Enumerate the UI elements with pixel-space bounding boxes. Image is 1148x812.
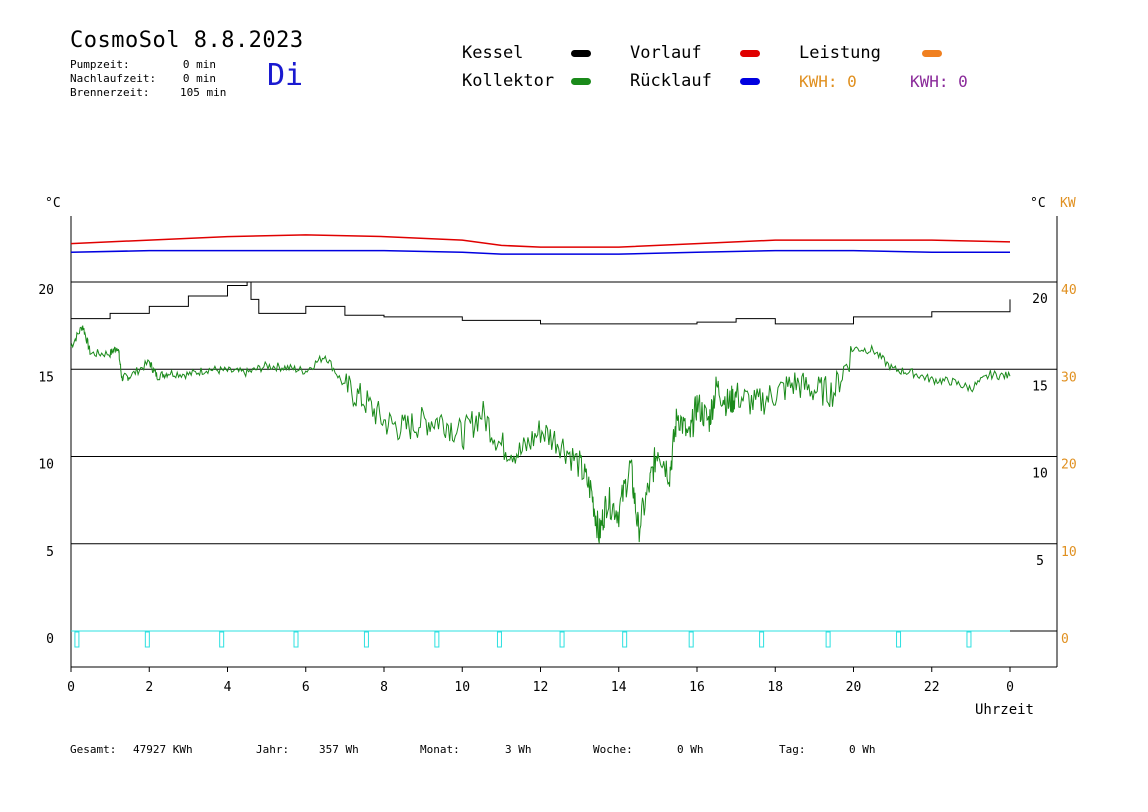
burner-pulse [434,631,440,648]
chart-labels: 0 2 4 6 8 10 12 14 16 18 20 22 0 0 5 10 15 20 5 10 15 20 0 10 20… [38,196,1076,718]
footer-jahr-label: Jahr: [256,743,290,756]
y-right-tick-label: 5 [1036,554,1044,569]
kwh-leistung: KWH: 0 [799,72,857,91]
kw-tick-label: 40 [1061,283,1077,298]
burner-pulse [144,631,150,648]
legend-label-ruecklauf: Rücklauf [630,71,712,91]
x-tick-label: 20 [846,680,862,695]
x-tick-label: 18 [767,680,783,695]
burner-pulse [496,631,502,648]
y-right-tick-label: 15 [1032,379,1048,394]
stat-row-pumpzeit: Pumpzeit: 0 min [70,58,216,71]
x-tick-label: 4 [224,680,232,695]
legend-swatch-kollektor [571,78,591,85]
stat-value: 0 min [182,58,216,71]
burner-pulse [825,631,831,648]
page-title: CosmoSol 8.8.2023 [70,28,304,53]
kw-tick-label: 20 [1061,458,1077,473]
burner-pulse [293,631,299,648]
y-right-tick-label: 20 [1032,292,1048,307]
legend-label-vorlauf: Vorlauf [630,43,702,63]
x-tick-label: 6 [302,680,310,695]
stat-label: Nachlaufzeit: [70,72,157,85]
legend-label-kessel: Kessel [462,43,524,63]
y-tick-label: 15 [38,370,54,385]
kw-axis-unit: KW [1060,196,1076,211]
stat-row-nachlaufzeit: Nachlaufzeit: 0 min [70,72,216,85]
footer-monat-label: Monat: [420,743,460,756]
burner-pulse [622,631,628,648]
y-tick-label: 20 [38,283,54,298]
chart-grid [71,281,1057,632]
series-line-vorlauf [70,234,1011,248]
series-line-kessel [71,281,1011,325]
chart-series [70,234,1057,648]
x-tick-label: 0 [1006,680,1014,695]
y-axis-right-unit: °C [1030,196,1046,211]
footer-jahr-value: 357 Wh [319,743,359,756]
footer-woche-value: 0 Wh [677,743,704,756]
kw-tick-label: 0 [1061,632,1069,647]
kwh-total: KWH: 0 [910,72,968,91]
x-tick-label: 8 [380,680,388,695]
series-line-kollektor [70,325,1011,544]
footer-monat-value: 3 Wh [505,743,532,756]
kw-tick-label: 10 [1061,545,1077,560]
legend-swatch-kessel [571,50,591,57]
chart-axes [70,216,1058,672]
legend-label-kollektor: Kollektor [462,71,555,91]
footer-tag-value: 0 Wh [849,743,876,756]
burner-pulse [966,631,972,648]
stat-value: 0 min [182,72,216,85]
legend-swatch-vorlauf [740,50,760,57]
x-tick-label: 14 [611,680,627,695]
burner-pulse [759,631,765,648]
y-tick-label: 5 [46,545,54,560]
legend-swatch-leistung [922,50,942,57]
x-tick-label: 10 [454,680,470,695]
x-tick-label: 22 [924,680,940,695]
legend-swatch-ruecklauf [740,78,760,85]
burner-pulse [896,631,902,648]
footer-tag-label: Tag: [779,743,806,756]
series-line-ruecklauf [70,249,1010,255]
x-tick-label: 16 [689,680,705,695]
x-tick-label: 12 [533,680,549,695]
footer-gesamt-label: Gesamt: [70,743,117,756]
footer-woche-label: Woche: [593,743,633,756]
burner-pulse [219,631,225,648]
burner-pulse [363,631,369,648]
burner-pulse [688,631,694,648]
kw-tick-label: 30 [1061,370,1077,385]
y-axis-unit: °C [45,196,61,211]
footer-gesamt-value: 47927 KWh [133,743,193,756]
burner-pulse [74,631,80,648]
y-tick-label: 10 [38,458,54,473]
weekday-label: Di [267,58,304,93]
stat-label: Brennerzeit: [70,86,150,99]
legend-label-leistung: Leistung [799,43,881,63]
x-tick-label: 0 [67,680,75,695]
x-axis-label: Uhrzeit [975,702,1034,718]
burner-pulse [559,631,565,648]
y-tick-label: 0 [46,632,54,647]
x-tick-label: 2 [145,680,153,695]
y-right-tick-label: 10 [1032,467,1048,482]
stat-label: Pumpzeit: [70,58,130,71]
